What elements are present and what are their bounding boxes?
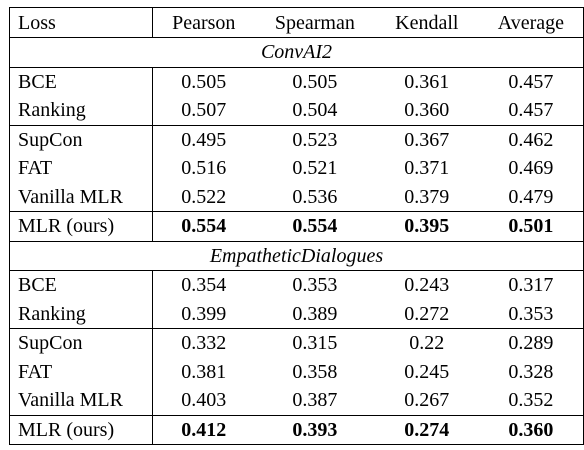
cell-spearman: 0.536 <box>292 185 338 208</box>
section-header-row: EmpatheticDialogues <box>9 241 584 271</box>
row-label: SupCon <box>9 328 153 358</box>
table-row: SupCon 0.332 0.315 0.22 0.289 <box>9 328 584 358</box>
row-label: Ranking <box>9 299 153 329</box>
cell-kendall: 0.367 <box>374 124 479 154</box>
row-label: BCE <box>9 270 153 300</box>
table-row: BCE 0.354 0.353 0.243 0.317 <box>9 270 584 300</box>
table-row: Vanilla MLR 0.522 0.536 0.379 0.479 <box>9 182 584 212</box>
section-title: ConvAI2 <box>9 37 584 68</box>
table-body: ConvAI2 BCE 0.505 0.505 0.361 0.457 Ranking 0.5… <box>9 37 584 445</box>
row-label: MLR (ours) <box>9 414 153 445</box>
cell-pearson: 0.399 <box>181 302 227 325</box>
cell-pearson: 0.332 <box>152 328 255 358</box>
cell-spearman: 0.358 <box>292 360 338 383</box>
cell-pearson: 0.554 <box>152 211 255 242</box>
cell-spearman: 0.505 <box>292 70 338 93</box>
column-header-pearson: Pearson <box>152 7 255 38</box>
cell-average: 0.479 <box>508 185 554 208</box>
table-row: Vanilla MLR 0.403 0.387 0.267 0.352 <box>9 386 584 415</box>
row-label: FAT <box>9 357 153 386</box>
column-header-kendall: Kendall <box>374 7 479 38</box>
cell-spearman: 0.389 <box>292 302 338 325</box>
table-row-ours: MLR (ours) 0.412 0.393 0.274 0.360 <box>9 414 584 445</box>
cell-spearman: 0.554 <box>254 211 375 242</box>
cell-kendall: 0.245 <box>404 360 450 383</box>
cell-average: 0.317 <box>508 274 554 297</box>
cell-spearman: 0.387 <box>292 389 338 412</box>
cell-spearman: 0.504 <box>292 99 338 122</box>
cell-pearson: 0.354 <box>181 274 227 297</box>
row-label: Vanilla MLR <box>9 182 153 212</box>
cell-average: 0.457 <box>508 70 554 93</box>
cell-kendall: 0.267 <box>404 389 450 412</box>
cell-pearson: 0.403 <box>181 389 227 412</box>
row-label: Vanilla MLR <box>9 386 153 415</box>
cell-pearson: 0.495 <box>152 124 255 154</box>
cell-pearson: 0.522 <box>181 185 227 208</box>
cell-kendall: 0.371 <box>404 157 450 180</box>
cell-kendall: 0.22 <box>374 328 479 358</box>
cell-average: 0.289 <box>478 328 584 358</box>
cell-spearman: 0.521 <box>292 157 338 180</box>
section-header-row: ConvAI2 <box>9 37 584 68</box>
cell-average: 0.328 <box>508 360 554 383</box>
cell-kendall: 0.361 <box>404 70 450 93</box>
section-title: EmpatheticDialogues <box>9 241 584 271</box>
table-header: Loss Pearson Spearman Kendall Average <box>9 7 584 38</box>
cell-kendall: 0.379 <box>404 185 450 208</box>
cell-kendall: 0.272 <box>404 302 450 325</box>
column-header-loss: Loss <box>9 7 153 38</box>
header-row: Loss Pearson Spearman Kendall Average <box>9 7 584 38</box>
cell-average: 0.353 <box>508 302 554 325</box>
column-header-spearman: Spearman <box>254 7 375 38</box>
cell-spearman: 0.315 <box>254 328 375 358</box>
row-label: SupCon <box>9 124 153 154</box>
cell-kendall: 0.395 <box>374 211 479 242</box>
table-row: Ranking 0.507 0.504 0.360 0.457 <box>9 96 584 125</box>
results-table-container: Loss Pearson Spearman Kendall Average Co… <box>9 7 584 445</box>
cell-pearson: 0.412 <box>152 414 255 445</box>
cell-average: 0.352 <box>508 389 554 412</box>
table-row: SupCon 0.495 0.523 0.367 0.462 <box>9 124 584 154</box>
cell-average: 0.457 <box>508 99 554 122</box>
cell-spearman: 0.353 <box>292 274 338 297</box>
results-table: Loss Pearson Spearman Kendall Average Co… <box>9 7 584 445</box>
cell-pearson: 0.516 <box>181 157 227 180</box>
row-label: FAT <box>9 154 153 183</box>
cell-kendall: 0.274 <box>374 414 479 445</box>
row-label: BCE <box>9 67 153 96</box>
cell-average: 0.462 <box>478 124 584 154</box>
cell-pearson: 0.505 <box>181 70 227 93</box>
cell-spearman: 0.523 <box>254 124 375 154</box>
cell-average: 0.501 <box>478 211 584 242</box>
table-row: FAT 0.381 0.358 0.245 0.328 <box>9 357 584 386</box>
table-row: BCE 0.505 0.505 0.361 0.457 <box>9 67 584 96</box>
cell-kendall: 0.360 <box>404 99 450 122</box>
cell-kendall: 0.243 <box>404 274 450 297</box>
cell-spearman: 0.393 <box>254 414 375 445</box>
row-label: Ranking <box>9 96 153 125</box>
cell-average: 0.360 <box>478 414 584 445</box>
table-row: Ranking 0.399 0.389 0.272 0.353 <box>9 299 584 329</box>
cell-average: 0.469 <box>508 157 554 180</box>
column-header-average: Average <box>478 7 584 38</box>
cell-pearson: 0.381 <box>181 360 227 383</box>
table-row: FAT 0.516 0.521 0.371 0.469 <box>9 154 584 183</box>
row-label: MLR (ours) <box>9 211 153 242</box>
table-row-ours: MLR (ours) 0.554 0.554 0.395 0.501 <box>9 211 584 242</box>
cell-pearson: 0.507 <box>181 99 227 122</box>
